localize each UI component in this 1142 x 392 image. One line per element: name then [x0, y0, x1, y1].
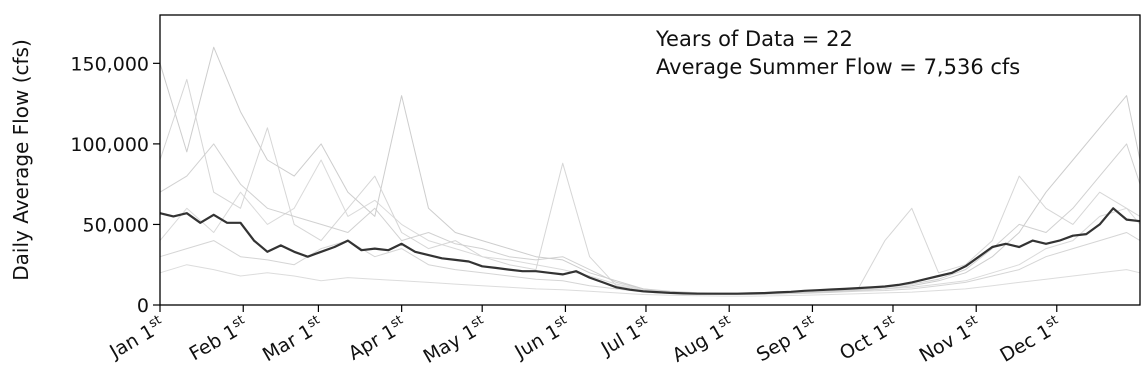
x-tick-label-jun: Jun 1st [509, 313, 574, 364]
plot-frame [159, 14, 1141, 306]
series-annual-line-5 [159, 143, 1141, 294]
plot-series [159, 46, 1141, 297]
series-annual-line-2 [159, 159, 1141, 295]
y-axis-label: Daily Average Flow (cfs) [9, 39, 33, 281]
y-axis: 0 50,000 100,000 150,000 [70, 53, 160, 317]
y-tick-label: 150,000 [70, 53, 149, 75]
x-tick-label-aug: Aug 1st [668, 313, 738, 367]
series-average-line [159, 207, 1141, 295]
x-tick-label-dec: Dec 1st [995, 313, 1065, 367]
x-tick-label-may: May 1st [419, 313, 491, 368]
x-tick-label-mar: Mar 1st [258, 313, 327, 367]
y-tick-label: 100,000 [70, 134, 149, 156]
x-tick-label-sep: Sep 1st [752, 313, 821, 367]
y-tick-label: 0 [137, 295, 149, 317]
x-tick-label-jul: Jul 1st [596, 313, 655, 361]
x-tick-label-oct: Oct 1st [835, 313, 901, 365]
annotation-years: Years of Data = 22 [655, 27, 853, 51]
x-tick-label-jan: Jan 1st [104, 313, 168, 364]
annotation-summer-flow: Average Summer Flow = 7,536 cfs [656, 55, 1020, 79]
series-annual-line-1 [159, 78, 1141, 295]
x-tick-label-nov: Nov 1st [915, 313, 985, 367]
x-tick-label-feb: Feb 1st [185, 313, 252, 366]
x-axis: Jan 1st Feb 1st Mar 1st Apr 1st May 1st Jun 1… [104, 305, 1065, 368]
y-tick-label: 50,000 [83, 214, 149, 236]
series-annual-line-4 [159, 264, 1141, 297]
x-tick-label-apr: Apr 1st [344, 313, 410, 365]
